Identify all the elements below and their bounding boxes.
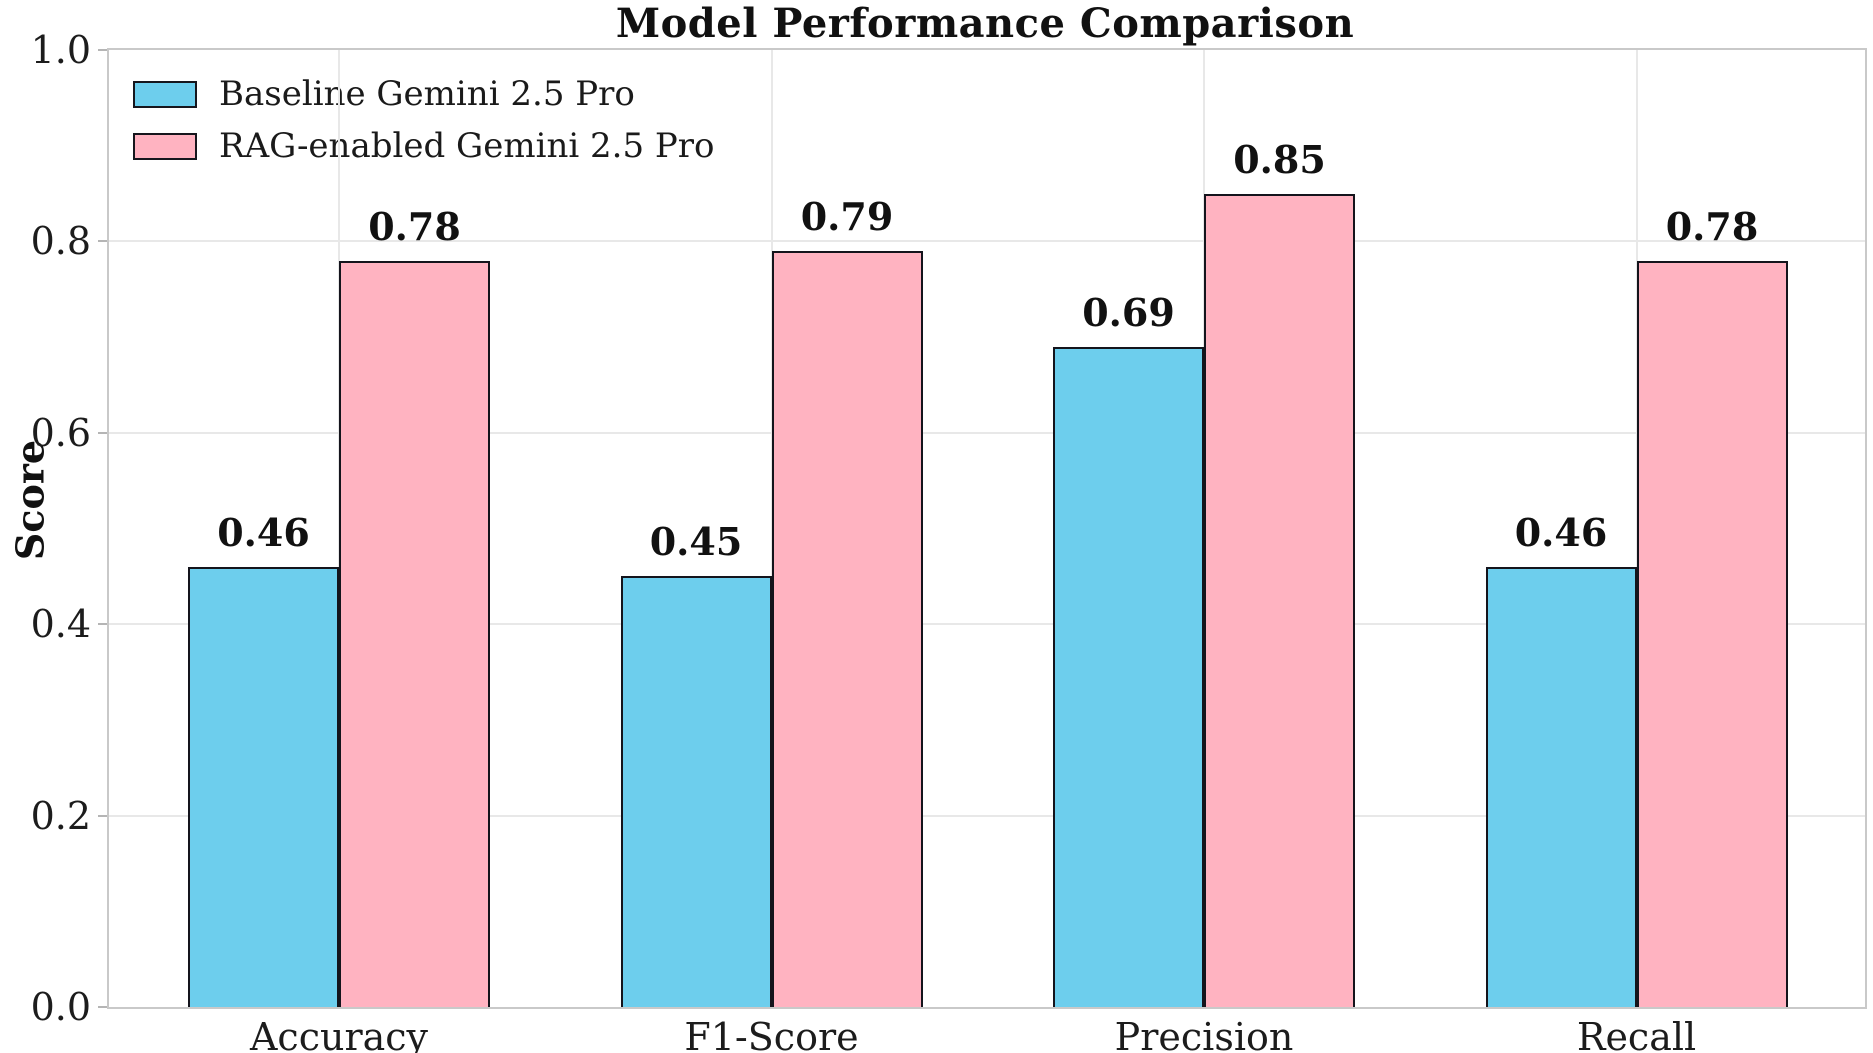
legend-label-baseline-gemini-2-5-pro: Baseline Gemini 2.5 Pro [219,74,635,114]
legend: Baseline Gemini 2.5 Pro RAG-enabled Gemin… [133,74,715,166]
y-tick-mark-0.6 [98,431,107,434]
bar-baseline-gemini-2-5-pro-f1-score [620,576,772,1007]
y-tick-mark-0.2 [98,814,107,817]
y-tick-label-1.0: 1.0 [30,28,91,72]
x-tick-label-recall: Recall [1576,1015,1697,1053]
value-label-rag-enabled-gemini-2-5-pro-precision: 0.85 [1233,136,1326,182]
bar-rag-enabled-gemini-2-5-pro-accuracy [339,260,490,1007]
h-gridline-0.8 [109,240,1865,243]
value-label-rag-enabled-gemini-2-5-pro-accuracy: 0.78 [368,203,461,249]
value-label-baseline-gemini-2-5-pro-accuracy: 0.46 [217,509,310,555]
bar-baseline-gemini-2-5-pro-precision [1053,346,1204,1007]
h-gridline-0.4 [109,623,1865,626]
y-tick-label-0.0: 0.0 [30,985,91,1029]
bar-rag-enabled-gemini-2-5-pro-precision [1204,193,1355,1007]
bar-rag-enabled-gemini-2-5-pro-f1-score [771,250,923,1007]
bar-baseline-gemini-2-5-pro-recall [1485,566,1637,1007]
legend-item-baseline-gemini-2-5-pro: Baseline Gemini 2.5 Pro [133,74,715,114]
x-tick-label-accuracy: Accuracy [249,1015,429,1053]
legend-label-rag-enabled-gemini-2-5-pro: RAG-enabled Gemini 2.5 Pro [219,126,715,166]
y-tick-mark-0.0 [98,1006,107,1008]
chart-title: Model Performance Comparison [615,0,1355,47]
plot-area: Baseline Gemini 2.5 Pro RAG-enabled Gemin… [31,28,1867,1053]
h-gridline-0.6 [109,431,1865,434]
value-label-baseline-gemini-2-5-pro-f1-score: 0.45 [649,519,743,565]
h-gridline-0.2 [109,814,1865,817]
x-tick-label-f1-score: F1-Score [684,1015,859,1053]
bar-rag-enabled-gemini-2-5-pro-recall [1636,260,1788,1007]
value-label-rag-enabled-gemini-2-5-pro-recall: 0.78 [1665,203,1759,249]
value-label-baseline-gemini-2-5-pro-precision: 0.69 [1082,289,1175,335]
legend-swatch-rag-enabled-gemini-2-5-pro [133,132,197,160]
legend-item-rag-enabled-gemini-2-5-pro: RAG-enabled Gemini 2.5 Pro [133,126,715,166]
y-tick-mark-0.8 [98,240,107,243]
y-tick-mark-1.0 [98,49,107,51]
y-tick-label-0.6: 0.6 [30,410,91,455]
y-axis-label: Score [7,439,53,561]
legend-swatch-baseline-gemini-2-5-pro [133,80,197,108]
value-label-baseline-gemini-2-5-pro-recall: 0.46 [1514,509,1608,555]
y-tick-label-0.8: 0.8 [30,219,91,264]
bar-baseline-gemini-2-5-pro-accuracy [188,566,339,1007]
y-tick-label-0.2: 0.2 [30,793,91,838]
y-tick-mark-0.4 [98,623,107,626]
value-label-rag-enabled-gemini-2-5-pro-f1-score: 0.79 [800,193,894,239]
x-tick-label-precision: Precision [1114,1015,1294,1053]
y-tick-label-0.4: 0.4 [30,602,91,647]
